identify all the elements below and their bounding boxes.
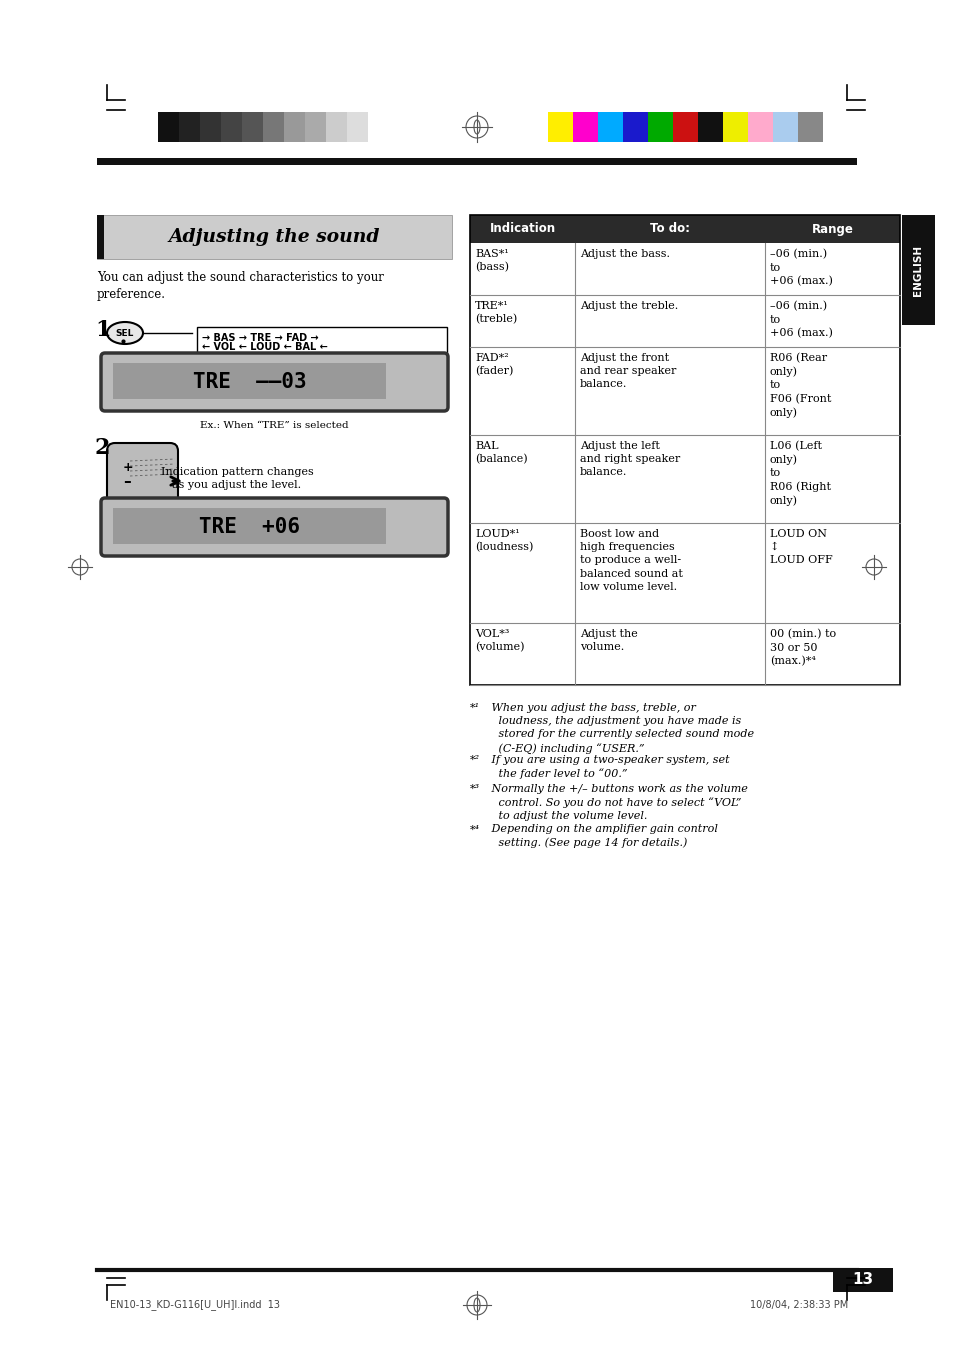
- Text: VOL*³
(volume): VOL*³ (volume): [475, 630, 524, 653]
- Bar: [747, 112, 772, 142]
- Bar: [622, 112, 647, 142]
- Text: Ex.: When “TRE” is selected: Ex.: When “TRE” is selected: [200, 422, 349, 430]
- Bar: [179, 112, 200, 142]
- Bar: [470, 243, 899, 295]
- Bar: [112, 508, 386, 544]
- Text: Boost low and
high frequencies
to produce a well-
balanced sound at
low volume l: Boost low and high frequencies to produc…: [579, 530, 682, 592]
- Text: LOUD ON
↕
LOUD OFF: LOUD ON ↕ LOUD OFF: [769, 530, 832, 566]
- Text: BAS*¹
(bass): BAS*¹ (bass): [475, 249, 509, 273]
- Bar: [284, 112, 305, 142]
- Text: Adjust the treble.: Adjust the treble.: [579, 301, 678, 311]
- Text: 00 (min.) to
30 or 50
(max.)*⁴: 00 (min.) to 30 or 50 (max.)*⁴: [769, 630, 835, 666]
- Text: 10/8/04, 2:38:33 PM: 10/8/04, 2:38:33 PM: [749, 1300, 847, 1310]
- Text: If you are using a two-speaker system, set
   the fader level to “00.”: If you are using a two-speaker system, s…: [488, 755, 729, 780]
- Bar: [326, 112, 347, 142]
- Text: 1: 1: [95, 319, 111, 340]
- Bar: [722, 112, 747, 142]
- Text: R06 (Rear
only)
to
F06 (Front
only): R06 (Rear only) to F06 (Front only): [769, 353, 830, 417]
- Text: BAL
(balance): BAL (balance): [475, 440, 527, 465]
- Bar: [470, 295, 899, 347]
- Bar: [573, 112, 598, 142]
- Bar: [547, 112, 573, 142]
- Text: Adjust the front
and rear speaker
balance.: Adjust the front and rear speaker balanc…: [579, 353, 676, 389]
- Text: SEL: SEL: [115, 328, 134, 338]
- Bar: [470, 523, 899, 623]
- Bar: [470, 623, 899, 685]
- Text: TRE*¹
(treble): TRE*¹ (treble): [475, 301, 517, 324]
- Bar: [200, 112, 221, 142]
- Text: FAD*²
(fader): FAD*² (fader): [475, 353, 513, 377]
- Text: When you adjust the bass, treble, or
   loudness, the adjustment you have made i: When you adjust the bass, treble, or lou…: [488, 703, 753, 754]
- Text: *³: *³: [470, 784, 479, 794]
- Text: Adjusting the sound: Adjusting the sound: [169, 228, 380, 246]
- Bar: [112, 363, 386, 399]
- Text: Indication pattern changes
as you adjust the level.: Indication pattern changes as you adjust…: [160, 467, 313, 490]
- Bar: [772, 112, 797, 142]
- Bar: [672, 112, 698, 142]
- Text: ← VOL ← LOUD ← BAL ←: ← VOL ← LOUD ← BAL ←: [202, 342, 328, 353]
- Bar: [158, 112, 179, 142]
- Bar: [97, 215, 452, 259]
- Bar: [698, 112, 722, 142]
- Text: TRE  ––03: TRE ––03: [193, 372, 306, 392]
- Bar: [470, 215, 899, 685]
- Bar: [470, 215, 899, 243]
- Text: Range: Range: [811, 223, 853, 235]
- Text: ENGLISH: ENGLISH: [913, 245, 923, 296]
- Text: Adjust the left
and right speaker
balance.: Adjust the left and right speaker balanc…: [579, 440, 679, 477]
- Bar: [470, 435, 899, 523]
- Text: Normally the +/– buttons work as the volume
   control. So you do not have to se: Normally the +/– buttons work as the vol…: [488, 784, 747, 821]
- Ellipse shape: [107, 322, 143, 345]
- Bar: [832, 1269, 892, 1292]
- Bar: [598, 112, 622, 142]
- Text: You can adjust the sound characteristics to your
preference.: You can adjust the sound characteristics…: [97, 272, 383, 301]
- Text: –06 (min.)
to
+06 (max.): –06 (min.) to +06 (max.): [769, 249, 832, 286]
- Bar: [263, 112, 284, 142]
- Text: L06 (Left
only)
to
R06 (Right
only): L06 (Left only) to R06 (Right only): [769, 440, 830, 507]
- Text: Depending on the amplifier gain control
   setting. (See page 14 for details.): Depending on the amplifier gain control …: [488, 824, 717, 848]
- Text: *²: *²: [470, 755, 479, 765]
- Bar: [470, 347, 899, 435]
- Bar: [97, 158, 856, 165]
- Bar: [97, 215, 104, 259]
- Text: → BAS → TRE → FAD →: → BAS → TRE → FAD →: [202, 332, 318, 343]
- Bar: [901, 215, 934, 326]
- Bar: [242, 112, 263, 142]
- Text: *⁴: *⁴: [470, 824, 479, 835]
- Text: *¹: *¹: [470, 703, 479, 713]
- Bar: [647, 112, 672, 142]
- Bar: [305, 112, 326, 142]
- Bar: [797, 112, 822, 142]
- Bar: [196, 327, 447, 353]
- Text: +: +: [123, 461, 133, 474]
- Text: Adjust the bass.: Adjust the bass.: [579, 249, 669, 259]
- Text: –: –: [123, 474, 131, 489]
- Bar: [347, 112, 368, 142]
- Text: Indication: Indication: [489, 223, 555, 235]
- Text: 13: 13: [852, 1273, 873, 1288]
- Text: –06 (min.)
to
+06 (max.): –06 (min.) to +06 (max.): [769, 301, 832, 338]
- Text: Adjust the
volume.: Adjust the volume.: [579, 630, 638, 653]
- Text: TRE  +06: TRE +06: [199, 517, 299, 536]
- FancyBboxPatch shape: [101, 353, 448, 411]
- Text: To do:: To do:: [649, 223, 689, 235]
- Text: EN10-13_KD-G116[U_UH]I.indd  13: EN10-13_KD-G116[U_UH]I.indd 13: [110, 1300, 280, 1310]
- Bar: [221, 112, 242, 142]
- Text: 2: 2: [95, 436, 111, 459]
- Text: LOUD*¹
(loudness): LOUD*¹ (loudness): [475, 530, 533, 553]
- FancyBboxPatch shape: [107, 443, 178, 509]
- FancyBboxPatch shape: [101, 499, 448, 557]
